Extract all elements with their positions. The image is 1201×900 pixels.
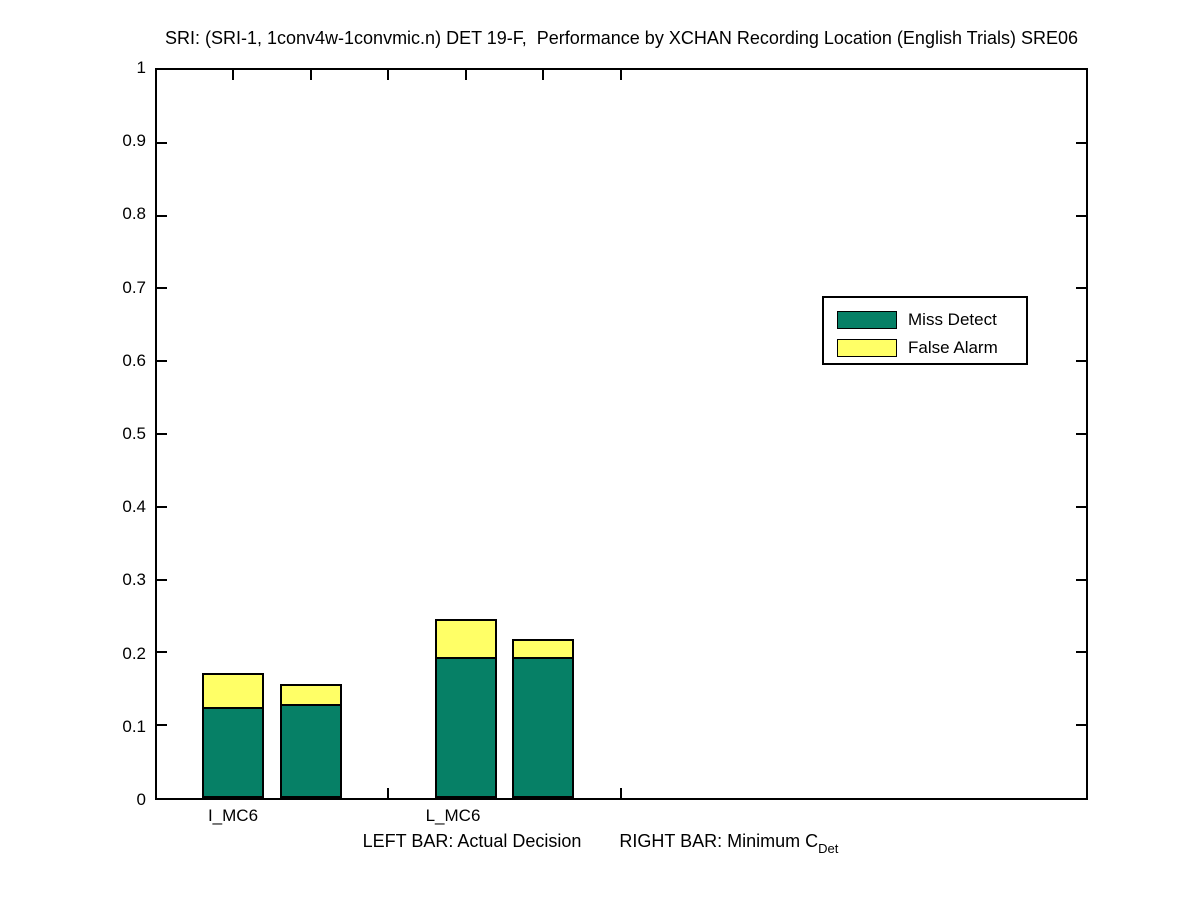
- y-tick-mark: [1076, 215, 1086, 217]
- y-tick-mark: [157, 724, 167, 726]
- stacked-bar-l_mc6-min-cdet: [512, 639, 574, 798]
- y-tick-mark: [157, 287, 167, 289]
- y-tick-mark: [157, 142, 167, 144]
- y-tick-mark: [1076, 360, 1086, 362]
- miss-detect-segment: [280, 706, 342, 798]
- axis-caption: LEFT BAR: Actual Decision RIGHT BAR: Mini…: [0, 831, 1201, 856]
- x-category-label-l-mc6: L_MC6: [425, 806, 481, 825]
- legend: Miss Detect False Alarm: [822, 296, 1028, 365]
- x-tick-mark: [309, 70, 312, 80]
- false-alarm-segment: [435, 619, 497, 659]
- false-alarm-segment: [280, 684, 342, 706]
- stacked-bar-l_mc6-actual: [435, 619, 497, 798]
- miss-detect-segment: [512, 659, 574, 798]
- legend-swatch-miss-detect: [837, 311, 897, 329]
- x-category-label-i-mc6: I_MC6: [207, 806, 259, 825]
- y-tick-label-0.4: 0.4: [122, 497, 146, 517]
- x-tick-mark: [464, 70, 467, 80]
- stacked-bar-i_mc6-min-cdet: [280, 684, 342, 798]
- legend-swatch-false-alarm: [837, 339, 897, 357]
- y-tick-mark: [1076, 651, 1086, 653]
- y-tick-mark: [1076, 506, 1086, 508]
- caption-subscript: Det: [818, 841, 839, 856]
- legend-label-false-alarm: False Alarm: [908, 338, 998, 357]
- y-tick-mark: [1076, 142, 1086, 144]
- y-tick-mark: [1076, 724, 1086, 726]
- y-tick-mark: [157, 651, 167, 653]
- y-tick-label-0.6: 0.6: [122, 350, 146, 370]
- x-tick-mark: [387, 788, 389, 798]
- y-tick-label-0.8: 0.8: [122, 204, 146, 224]
- y-tick-label-0.5: 0.5: [122, 424, 146, 443]
- y-tick-mark: [157, 579, 167, 581]
- miss-detect-segment: [435, 659, 497, 798]
- stacked-bar-i_mc6-actual: [202, 673, 264, 798]
- plot-area: [155, 68, 1088, 800]
- y-tick-mark: [1076, 433, 1086, 435]
- y-tick-mark: [1076, 579, 1086, 581]
- caption-left-bar: LEFT BAR: Actual Decision: [362, 831, 582, 851]
- y-tick-mark: [1076, 287, 1086, 289]
- caption-right-bar: RIGHT BAR: Minimum C: [619, 831, 819, 851]
- miss-detect-segment: [202, 709, 264, 798]
- y-tick-label-0: 0: [136, 790, 146, 809]
- y-tick-label-0.2: 0.2: [122, 643, 146, 663]
- y-tick-mark: [157, 506, 167, 508]
- y-tick-label-0.9: 0.9: [122, 131, 146, 151]
- y-tick-label-0.1: 0.1: [122, 716, 146, 736]
- false-alarm-segment: [202, 673, 264, 709]
- chart-title: SRI: (SRI-1, 1conv4w-1convmic.n) DET 19-…: [164, 28, 1078, 48]
- x-tick-mark: [232, 70, 234, 80]
- x-tick-mark: [619, 788, 622, 798]
- y-tick-label-1: 1: [136, 58, 146, 77]
- y-tick-mark: [157, 215, 167, 217]
- false-alarm-segment: [512, 639, 574, 659]
- x-tick-mark: [619, 70, 622, 80]
- x-tick-mark: [387, 70, 389, 80]
- y-tick-mark: [157, 433, 167, 435]
- x-tick-mark: [542, 70, 544, 80]
- legend-label-miss-detect: Miss Detect: [908, 310, 997, 329]
- y-tick-mark: [157, 360, 167, 362]
- y-tick-label-0.3: 0.3: [122, 570, 146, 590]
- y-tick-label-0.7: 0.7: [122, 277, 146, 297]
